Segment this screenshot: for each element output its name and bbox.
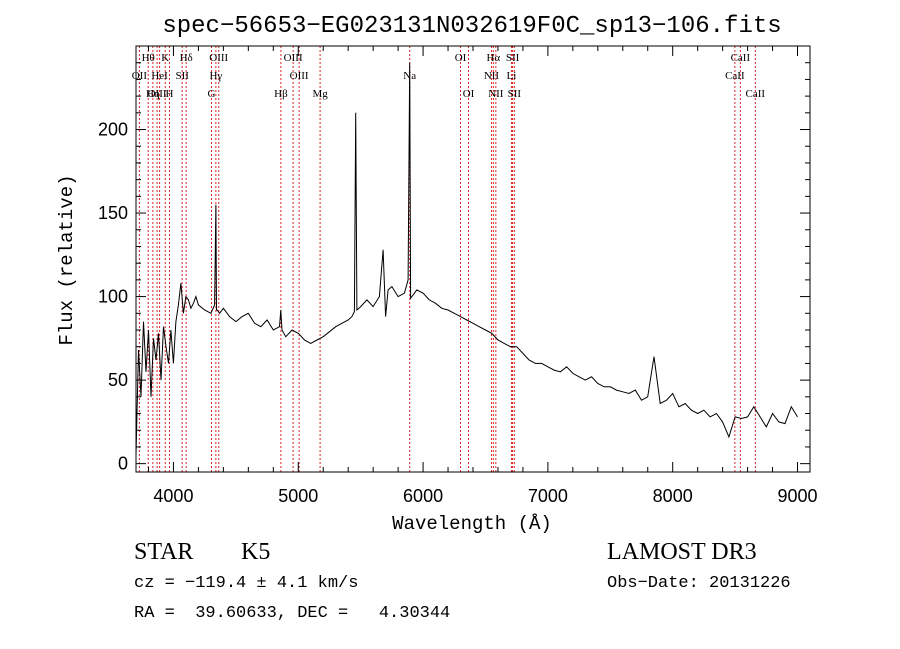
spectral-line-label: Li bbox=[507, 70, 517, 82]
y-tick-label: 100 bbox=[98, 287, 128, 307]
ra-dec-coordinates: RA = 39.60633, DEC = 4.30344 bbox=[134, 604, 451, 623]
y-tick-label: 200 bbox=[98, 120, 128, 140]
spectral-line-label: OIII bbox=[284, 52, 303, 64]
x-axis-label: Wavelength (Å) bbox=[392, 513, 552, 535]
x-tick-label: 5000 bbox=[278, 486, 318, 506]
redshift-cz: cz = −119.4 ± 4.1 km/s bbox=[134, 574, 359, 593]
spectral-line-label: Hη bbox=[146, 88, 160, 100]
plot-frame bbox=[135, 45, 811, 473]
axis-ticks: 4000 5000 6000 7000 8000 9000 0 50 100 150 200 bbox=[98, 46, 818, 506]
spectral-line-label: NII bbox=[484, 70, 500, 82]
spectral-line-label: OIII bbox=[209, 52, 228, 64]
y-tick-label: 50 bbox=[108, 370, 128, 390]
spectral-line-label: OI bbox=[463, 88, 475, 100]
spectral-line-labels: Hθ K Hδ OIII OIII OI Hα SII CaII OII HeI SII Hγ OIII N… bbox=[132, 52, 766, 100]
y-axis-label: Flux (relative) bbox=[56, 174, 78, 345]
spectral-line-label: OII bbox=[132, 70, 148, 82]
spectral-line-label: OIII bbox=[148, 88, 167, 100]
spectral-line-label: CaII bbox=[731, 52, 751, 64]
spectral-line-label: HeI bbox=[151, 70, 168, 82]
spectral-line-label: H bbox=[165, 88, 173, 100]
survey-name: LAMOST DR3 bbox=[607, 539, 757, 565]
spectral-line-label: OI bbox=[455, 52, 467, 64]
spectral-line-markers bbox=[138, 46, 756, 472]
spectral-line-label: Hδ bbox=[180, 52, 193, 64]
spectrum-series-line bbox=[135, 62, 798, 456]
spectral-line-label: SII bbox=[506, 52, 520, 64]
spectral-line-label: OIII bbox=[290, 70, 309, 82]
y-tick-label: 0 bbox=[118, 454, 128, 474]
spectral-line-label: Hθ bbox=[142, 52, 155, 64]
spectral-line-label: Mg bbox=[312, 88, 328, 100]
x-tick-label: 9000 bbox=[777, 486, 817, 506]
spectral-line-label: Hα bbox=[486, 52, 500, 64]
spectral-line-label: SII bbox=[508, 88, 522, 100]
spectral-line-label: SII bbox=[175, 70, 189, 82]
spectral-line-label: K bbox=[161, 52, 169, 64]
x-tick-label: 6000 bbox=[403, 486, 443, 506]
spectral-line-label: CaII bbox=[746, 88, 766, 100]
x-tick-label: 8000 bbox=[653, 486, 693, 506]
spectral-line-label: CaII bbox=[725, 70, 745, 82]
object-subclass: K5 bbox=[241, 539, 271, 565]
y-tick-label: 150 bbox=[98, 203, 128, 223]
x-tick-label: 4000 bbox=[153, 486, 193, 506]
spectral-line-label: Hγ bbox=[209, 70, 222, 82]
object-class: STAR bbox=[134, 539, 194, 565]
spectral-line-label: G bbox=[208, 88, 216, 100]
x-tick-label: 7000 bbox=[528, 486, 568, 506]
chart-title: spec−56653−EG023131N032619F0C_sp13−106.f… bbox=[162, 13, 781, 40]
spectral-line-label: Hβ bbox=[274, 88, 288, 100]
spectral-line-label: NII bbox=[488, 88, 504, 100]
observation-date: Obs−Date: 20131226 bbox=[607, 574, 791, 593]
